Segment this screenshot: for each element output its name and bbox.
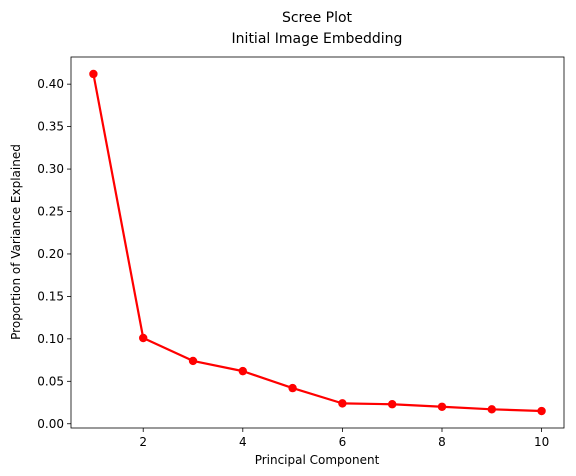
- y-tick-label: 0.10: [37, 332, 64, 346]
- data-point: [288, 383, 297, 393]
- data-point: [89, 69, 98, 79]
- y-tick-label: 0.05: [37, 374, 64, 388]
- x-tick-label: 8: [438, 435, 446, 449]
- chart-title: Scree Plot: [282, 10, 353, 26]
- x-tick-label: 2: [139, 435, 147, 449]
- y-tick-label: 0.15: [37, 289, 64, 303]
- data-point: [238, 366, 248, 376]
- data-point: [487, 405, 496, 414]
- x-tick-label: 10: [534, 435, 549, 449]
- data-point: [537, 406, 546, 416]
- y-tick-label: 0.30: [37, 162, 64, 176]
- y-tick-label: 0.40: [37, 77, 64, 91]
- y-tick-label: 0.35: [37, 120, 64, 134]
- x-tick-label: 6: [339, 435, 347, 449]
- data-point: [139, 333, 148, 343]
- plot-area: [70, 56, 565, 429]
- data-point: [437, 402, 447, 411]
- y-tick-label: 0.00: [37, 417, 64, 431]
- chart-subtitle: Initial Image Embedding: [232, 31, 403, 47]
- plot-frame: [70, 56, 565, 429]
- data-point: [387, 400, 397, 409]
- y-tick-label: 0.25: [37, 205, 64, 219]
- y-axis-label: Proportion of Variance Explained: [9, 144, 23, 340]
- x-axis-label: Principal Component: [255, 453, 380, 467]
- data-point: [338, 399, 347, 408]
- series-layer: [89, 69, 546, 416]
- y-tick-label: 0.20: [37, 247, 64, 261]
- x-tick-label: 4: [239, 435, 247, 449]
- series-line: [92, 73, 542, 413]
- y-axis-ticks: 0.00 0.05 0.10 0.15 0.20 0.25 0.30 0.35 0.40: [37, 77, 71, 431]
- x-axis-ticks: 2 4 6 8 10: [139, 428, 549, 449]
- data-point: [188, 356, 198, 366]
